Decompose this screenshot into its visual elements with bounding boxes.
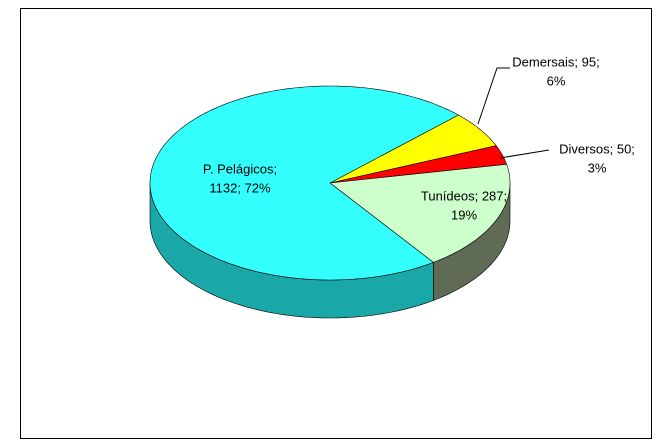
- slice: [329, 145, 508, 184]
- data-label: P. Pelágicos;: [203, 161, 277, 176]
- slice: [149, 85, 460, 281]
- slice: [329, 114, 497, 184]
- data-label: Demersais; 95;: [512, 54, 599, 69]
- data-label: 6%: [547, 73, 566, 88]
- data-label: 19%: [451, 207, 477, 222]
- leader-line: [477, 67, 510, 125]
- pie: [149, 85, 511, 319]
- data-label: Tunídeos; 287;: [421, 188, 507, 203]
- data-label: Diversos; 50;: [559, 141, 635, 156]
- leader-line: [499, 149, 550, 159]
- data-label: 3%: [588, 160, 607, 175]
- data-label: 1132; 72%: [209, 180, 271, 195]
- slice: [329, 163, 511, 263]
- labels: Demersais; 95; 6% Diversos; 50; 3% Tunídeos;…: [203, 54, 635, 222]
